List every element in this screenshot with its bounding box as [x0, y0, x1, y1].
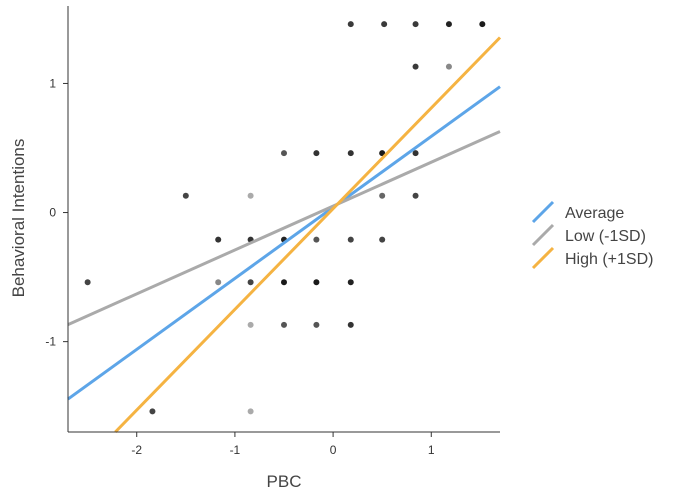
data-point: [215, 236, 222, 243]
legend: Average Low (-1SD) High (+1SD): [531, 200, 653, 270]
data-point: [84, 279, 91, 286]
series-line-2: [114, 36, 502, 434]
data-point: [412, 150, 419, 157]
x-axis-title: PBC: [267, 472, 302, 491]
data-point: [412, 21, 419, 28]
legend-key-2: [531, 246, 555, 270]
data-point: [313, 150, 320, 157]
scatter-points: [84, 21, 486, 415]
y-axis-title: Behavioral Intentions: [9, 139, 28, 298]
data-point: [149, 408, 156, 415]
y-tick-label: 1: [49, 76, 56, 90]
data-point: [347, 279, 354, 286]
data-point: [445, 63, 452, 70]
legend-key-0: [531, 200, 555, 224]
axes: [67, 6, 500, 433]
legend-key-1: [531, 223, 555, 247]
data-point: [479, 21, 486, 28]
y-ticks: -1 0 1: [45, 76, 68, 349]
data-point: [281, 279, 287, 286]
data-point: [381, 21, 388, 28]
x-tick-label: -1: [230, 443, 241, 457]
data-point: [215, 279, 222, 286]
data-point: [313, 321, 320, 328]
data-point: [445, 21, 452, 28]
data-point: [412, 192, 419, 199]
regression-lines: [67, 36, 502, 434]
x-tick-label: 1: [428, 443, 435, 457]
x-ticks: -2 -1 0 1: [131, 432, 435, 457]
data-point: [313, 236, 320, 243]
data-point: [412, 63, 419, 70]
data-point: [313, 279, 320, 286]
legend-label-1: Low (-1SD): [565, 228, 646, 245]
data-point: [379, 192, 386, 199]
data-point: [247, 408, 254, 415]
x-tick-label: 0: [330, 443, 337, 457]
x-tick-label: -2: [131, 443, 142, 457]
data-point: [182, 192, 189, 199]
data-point: [347, 150, 354, 157]
data-point: [379, 236, 386, 243]
y-tick-label: 0: [49, 206, 56, 220]
series-line-1: [67, 130, 501, 326]
data-point: [247, 321, 254, 328]
data-point: [347, 21, 354, 28]
y-tick-label: -1: [45, 335, 56, 349]
legend-label-2: High (+1SD): [565, 251, 653, 268]
data-point: [281, 321, 287, 328]
data-point: [347, 321, 354, 328]
series-line-0: [67, 85, 501, 401]
data-point: [347, 236, 354, 243]
data-point: [247, 279, 254, 286]
data-point: [281, 150, 287, 157]
legend-label-0: Average: [565, 205, 624, 222]
data-point: [247, 192, 254, 199]
